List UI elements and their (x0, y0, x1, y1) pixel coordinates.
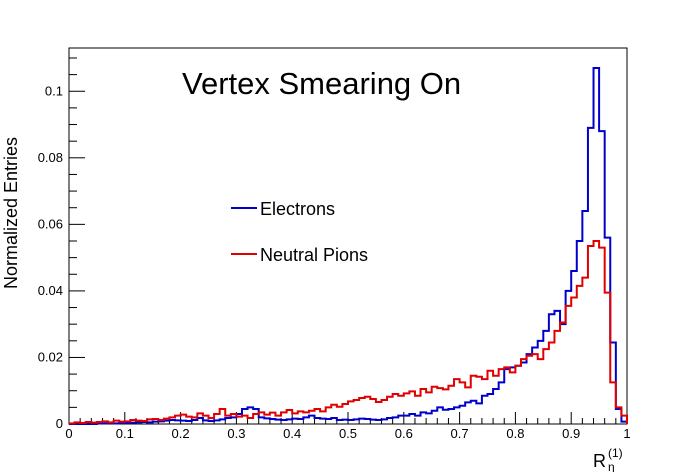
x-tick-label: 0 (65, 426, 72, 441)
x-tick-label: 0.7 (451, 426, 469, 441)
series-line-electrons (69, 66, 628, 425)
x-tick-label: 0.4 (283, 426, 301, 441)
x-tick-label: 0.3 (227, 426, 245, 441)
x-axis-title-main: R (593, 451, 606, 471)
y-tick-label: 0.02 (38, 349, 63, 364)
plot-frame (68, 47, 628, 425)
x-tick-label: 0.8 (506, 426, 524, 441)
legend-label-electrons: Electrons (260, 199, 335, 219)
x-tick-label: 0.9 (562, 426, 580, 441)
legend-label-neutral-pions: Neutral Pions (260, 245, 368, 265)
y-tick-label: 0.08 (38, 150, 63, 165)
x-tick-label: 0.6 (395, 426, 413, 441)
x-tick-label: 0.5 (339, 426, 357, 441)
chart-title: Vertex Smearing On (182, 66, 461, 101)
y-tick-label: 0.06 (38, 216, 63, 231)
x-axis-title-superscript: (1) (608, 446, 623, 460)
x-axis-title-subscript: η (608, 460, 615, 472)
y-axis-title: Normalized Entries (1, 137, 21, 289)
x-tick-label: 0.1 (116, 426, 134, 441)
x-axis-title: R (1) η (593, 446, 623, 472)
legend: Electrons Neutral Pions (231, 199, 368, 265)
y-tick-label: 0.04 (38, 283, 63, 298)
x-tick-label: 1 (623, 426, 630, 441)
series-line-neutral-pions (69, 239, 628, 425)
y-tick-label: 0 (56, 416, 63, 431)
x-tick-label: 0.2 (172, 426, 190, 441)
y-tick-label: 0.1 (45, 83, 63, 98)
